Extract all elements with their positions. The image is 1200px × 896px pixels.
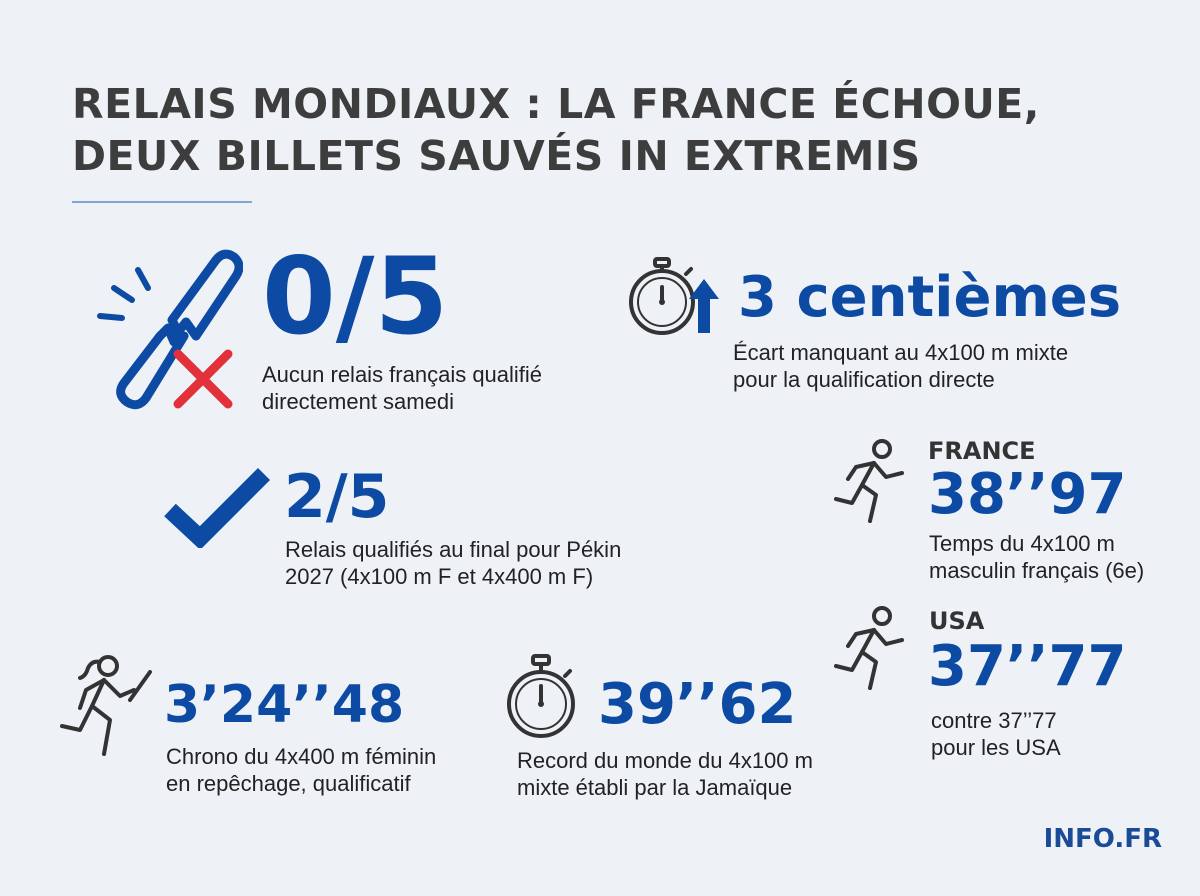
- check-icon: [160, 462, 272, 548]
- france-label: FRANCE: [928, 437, 1036, 465]
- desc-line: pour les USA: [931, 735, 1061, 760]
- desc-line: pour la qualification directe: [733, 367, 995, 392]
- two-of-five-value: 2/5: [284, 462, 390, 532]
- desc-line: Relais qualifiés au final pour Pékin: [285, 537, 622, 562]
- women-4x400-time-value: 3’24’’48: [164, 675, 405, 735]
- desc-line: directement samedi: [262, 389, 454, 414]
- page-title: RELAIS MONDIAUX : LA FRANCE ÉCHOUE, DEUX…: [72, 78, 1152, 182]
- desc-line: Record du monde du 4x100 m: [517, 748, 813, 773]
- female-relay-runner-icon: [58, 650, 162, 760]
- desc-line: Écart manquant au 4x100 m mixte: [733, 340, 1069, 365]
- zero-of-five-value: 0/5: [262, 235, 449, 358]
- usa-time-value: 37’’77: [928, 634, 1127, 699]
- centiemes-value: 3 centièmes: [738, 265, 1122, 330]
- desc-line: 2027 (4x100 m F et 4x400 m F): [285, 564, 594, 589]
- desc-line: Aucun relais français qualifié: [262, 362, 543, 387]
- centiemes-description: Écart manquant au 4x100 m mixte pour la …: [733, 339, 1068, 393]
- record-time-value: 39’’62: [598, 672, 797, 737]
- runner-icon: [830, 604, 914, 696]
- desc-line: Chrono du 4x400 m féminin: [166, 744, 437, 769]
- france-description: Temps du 4x100 m masculin français (6e): [929, 530, 1144, 584]
- desc-line: Temps du 4x100 m: [929, 531, 1115, 556]
- zero-of-five-description: Aucun relais français qualifié directeme…: [262, 361, 542, 415]
- desc-line: en repêchage, qualificatif: [166, 771, 411, 796]
- broken-baton-icon: [68, 240, 243, 415]
- title-line-1: RELAIS MONDIAUX : LA FRANCE ÉCHOUE,: [72, 80, 1040, 128]
- women-4x400-description: Chrono du 4x400 m féminin en repêchage, …: [166, 743, 436, 797]
- france-time-value: 38’’97: [928, 462, 1127, 527]
- title-underline: [72, 201, 252, 203]
- stopwatch-arrow-up-icon: [624, 255, 724, 341]
- desc-line: mixte établi par la Jamaïque: [517, 775, 793, 800]
- desc-line: contre 37’’77: [931, 708, 1057, 733]
- stopwatch-icon: [503, 650, 583, 742]
- brand-logo: INFO.FR: [1043, 824, 1162, 854]
- usa-label: USA: [929, 607, 985, 635]
- record-description: Record du monde du 4x100 m mixte établi …: [517, 747, 813, 801]
- usa-description: contre 37’’77 pour les USA: [931, 707, 1061, 761]
- runner-icon: [830, 437, 914, 529]
- desc-line: masculin français (6e): [929, 558, 1145, 583]
- two-of-five-description: Relais qualifiés au final pour Pékin 202…: [285, 536, 621, 590]
- title-line-2: DEUX BILLETS SAUVÉS IN EXTREMIS: [72, 132, 921, 180]
